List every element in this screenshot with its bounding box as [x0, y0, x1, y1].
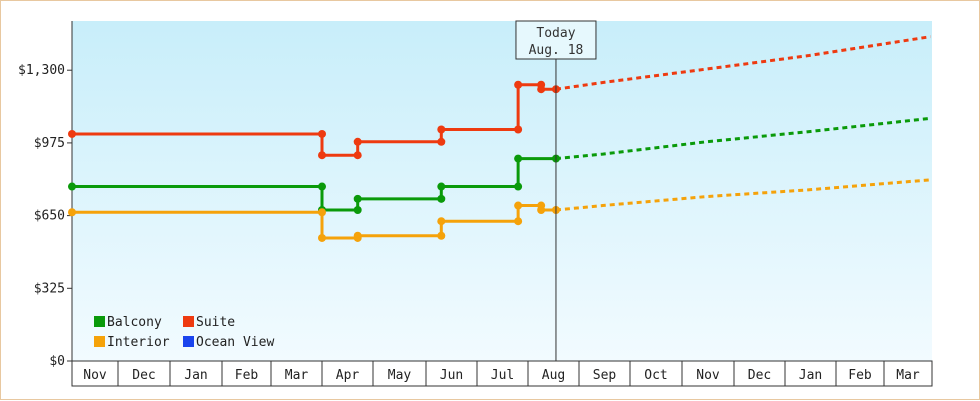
y-axis: $0 $325 $650 $975 $1,300 [18, 21, 73, 369]
month-label: Feb [848, 368, 872, 383]
y-tick-label: $325 [34, 281, 65, 296]
legend-label-interior: Interior [107, 335, 170, 350]
data-point [68, 208, 76, 217]
data-point [437, 137, 446, 146]
data-point [353, 231, 362, 240]
y-tick-label: $975 [34, 136, 65, 151]
month-label: Feb [235, 368, 259, 383]
data-point [318, 208, 326, 217]
legend-label-suite: Suite [196, 315, 235, 330]
month-label: Aug [542, 368, 565, 383]
data-point [437, 125, 446, 134]
x-axis: Nov Dec Jan Feb Mar Apr May Jun Jul Aug Sep Oct Nov D… [71, 360, 933, 387]
data-point [437, 231, 446, 240]
data-point [318, 129, 326, 138]
legend-swatch-interior [94, 336, 105, 347]
data-point [437, 182, 446, 191]
month-strip [71, 360, 933, 387]
series-layer [68, 35, 931, 242]
legend-swatch-suite [183, 316, 194, 327]
plot-area [72, 21, 932, 361]
month-label: Apr [336, 368, 360, 383]
month-label: Dec [748, 368, 771, 383]
today-marker: Today Aug. 18 [515, 20, 597, 361]
data-point [437, 194, 446, 203]
month-label: May [388, 368, 412, 383]
legend: Balcony Suite Interior Ocean View [94, 315, 274, 350]
y-tick-label: $1,300 [18, 63, 65, 78]
y-tick-label: $0 [49, 354, 65, 369]
data-point [514, 80, 523, 89]
month-label: Oct [644, 368, 667, 383]
month-label: Sep [593, 368, 617, 383]
data-point [318, 182, 326, 191]
data-point [514, 182, 523, 191]
data-point [353, 206, 362, 215]
data-point [353, 194, 362, 203]
data-point [537, 206, 546, 215]
data-point [353, 137, 362, 146]
month-label: Jun [440, 368, 463, 383]
y-tick-label: $650 [34, 209, 65, 224]
series-line-balcony [72, 157, 556, 212]
data-point [353, 151, 362, 160]
month-label: Jul [491, 368, 514, 383]
data-point [514, 154, 523, 163]
data-point [68, 182, 76, 191]
data-point [514, 201, 523, 210]
legend-label-ocean-view: Ocean View [196, 335, 274, 350]
forecast-line-suite [555, 35, 931, 91]
month-label: Dec [132, 368, 155, 383]
month-label: Mar [285, 368, 309, 383]
today-label: Today [536, 26, 575, 41]
data-point [318, 151, 326, 160]
forecast-line-balcony [555, 116, 931, 161]
data-point [318, 233, 326, 242]
data-point [514, 125, 523, 134]
data-point [537, 85, 546, 94]
legend-swatch-ocean-view [183, 336, 194, 347]
month-label: Nov [83, 368, 107, 383]
legend-swatch-balcony [94, 316, 105, 327]
legend-label-balcony: Balcony [107, 315, 162, 330]
data-point [514, 217, 523, 226]
today-date: Aug. 18 [529, 43, 584, 58]
forecast-line-interior [555, 178, 931, 212]
data-point [68, 129, 76, 138]
month-label: Mar [896, 368, 920, 383]
month-label: Nov [696, 368, 720, 383]
month-label: Jan [184, 368, 207, 383]
month-label: Jan [799, 368, 822, 383]
data-point [437, 217, 446, 226]
today-box [515, 20, 597, 60]
